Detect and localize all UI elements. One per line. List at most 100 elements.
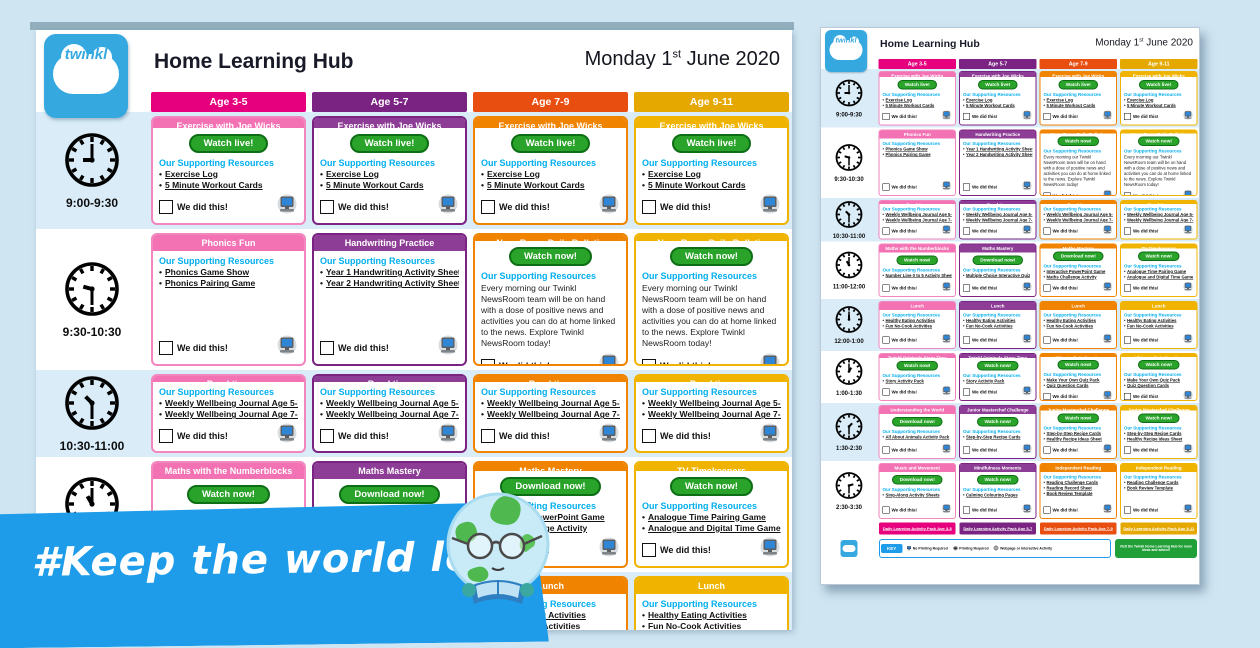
resource-link[interactable]: Exercise Log (885, 97, 912, 103)
resource-link[interactable]: Exercise Log (164, 168, 218, 179)
resource-link[interactable]: Interactive PowerPoint Game (1046, 268, 1106, 274)
we-did-this-checkbox[interactable] (963, 446, 970, 454)
watch-button[interactable]: Watch live! (897, 79, 938, 90)
resource-link[interactable]: Weekly Wellbeing Journal Age 7-11 (965, 217, 1033, 223)
we-did-this-checkbox[interactable] (963, 284, 970, 292)
we-did-this-checkbox[interactable] (1124, 284, 1131, 292)
watch-button[interactable]: Watch now! (896, 255, 938, 265)
resource-link[interactable]: Weekly Wellbeing Journal Age 7-11 (486, 409, 620, 420)
watch-button[interactable]: Watch now! (1138, 251, 1180, 261)
we-did-this-checkbox[interactable] (882, 112, 890, 120)
resource-link[interactable]: Fun No-Cook Activities (885, 323, 933, 329)
resource-link[interactable]: Weekly Wellbeing Journal Age 7-11 (1126, 217, 1194, 223)
resource-link[interactable]: Reading Challenge Cards (1126, 480, 1179, 485)
we-did-this-checkbox[interactable] (1043, 227, 1051, 235)
resource-link[interactable]: Analogue Time Pairing Game (1126, 268, 1186, 274)
resource-link[interactable]: Step-by-Step Recipe Cards (1046, 430, 1102, 436)
resource-link[interactable]: Weekly Wellbeing Journal Age 7-11 (164, 409, 298, 420)
resource-link[interactable]: Weekly Wellbeing Journal Age 5-7 (885, 212, 952, 217)
resource-link[interactable]: Exercise Log (1126, 97, 1154, 103)
resource-link[interactable]: Multiple Choice Interactive Quiz (965, 273, 1031, 278)
we-did-this-checkbox[interactable] (1043, 506, 1051, 514)
download-button[interactable]: Download now! (892, 475, 943, 485)
resource-link[interactable]: Weekly Wellbeing Journal Age 5-7 (164, 398, 298, 408)
download-button[interactable]: Download now! (892, 417, 943, 427)
we-did-this-checkbox[interactable] (882, 446, 890, 454)
resource-link[interactable]: Healthy Eating Activities (1046, 318, 1096, 323)
watch-button[interactable]: Watch live! (349, 133, 430, 153)
we-did-this-checkbox[interactable] (963, 506, 970, 514)
daily-pack-link[interactable]: Daily Learning Activity Pack Age 3-5 (879, 522, 956, 535)
resource-link[interactable]: Analogue Time Pairing Game (647, 511, 766, 522)
download-button[interactable]: Download now! (1053, 251, 1104, 261)
we-did-this-checkbox[interactable] (481, 358, 495, 364)
resource-link[interactable]: Healthy Recipe Ideas Sheet (1126, 436, 1183, 442)
resource-link[interactable]: Exercise Log (1046, 97, 1073, 103)
daily-pack-link[interactable]: Daily Learning Activity Pack Age 5-7 (959, 522, 1036, 535)
resource-link[interactable]: Fun No-Cook Activities (1046, 323, 1094, 329)
resource-link[interactable]: Weekly Wellbeing Journal Age 5-7 (965, 212, 1033, 217)
we-did-this-checkbox[interactable] (882, 336, 890, 344)
watch-button[interactable]: Watch live! (1138, 79, 1179, 90)
resource-link[interactable]: Healthy Recipe Ideas Sheet (1046, 436, 1102, 442)
resource-link[interactable]: Weekly Wellbeing Journal Age 7-11 (647, 409, 781, 420)
we-did-this-checkbox[interactable] (882, 506, 890, 514)
we-did-this-checkbox[interactable] (1124, 192, 1131, 195)
we-did-this-checkbox[interactable] (320, 428, 334, 443)
watch-button[interactable]: Watch now! (509, 247, 592, 266)
resource-link[interactable]: Step-by-Step Recipe Cards (1126, 430, 1182, 436)
we-did-this-checkbox[interactable] (963, 227, 970, 235)
resource-link[interactable]: 5 Minute Workout Cards (164, 179, 263, 190)
resource-link[interactable]: Year 1 Handwriting Activity Sheets (965, 146, 1033, 152)
resource-link[interactable]: Weekly Wellbeing Journal Age 5-7 (325, 398, 459, 408)
we-did-this-checkbox[interactable] (1043, 392, 1051, 400)
watch-button[interactable]: Watch now! (1138, 413, 1180, 423)
resource-link[interactable]: Quiz Question Cards (1046, 383, 1089, 389)
watch-button[interactable]: Watch live! (671, 133, 752, 153)
we-did-this-checkbox[interactable] (1043, 192, 1051, 195)
resource-link[interactable]: Weekly Wellbeing Journal Age 7-11 (1046, 217, 1113, 223)
resource-link[interactable]: Phonics Pairing Game (885, 152, 931, 158)
we-did-this-checkbox[interactable] (882, 284, 890, 292)
resource-link[interactable]: Story Activity Pack (965, 378, 1005, 384)
resource-link[interactable]: Exercise Log (965, 97, 993, 103)
we-did-this-checkbox[interactable] (642, 542, 656, 557)
we-did-this-checkbox[interactable] (963, 388, 970, 396)
we-did-this-checkbox[interactable] (159, 199, 173, 214)
resource-link[interactable]: Make Your Own Quiz Pack (1046, 377, 1100, 383)
watch-button[interactable]: Watch now! (1138, 136, 1180, 146)
watch-button[interactable]: Watch live! (1058, 79, 1099, 90)
we-did-this-checkbox[interactable] (481, 428, 495, 443)
we-did-this-checkbox[interactable] (1043, 112, 1051, 120)
resource-link[interactable]: Exercise Log (647, 168, 701, 179)
resource-link[interactable]: Step-by-Step Recipe Cards (965, 434, 1021, 440)
resource-link[interactable]: Phonics Game Show (885, 146, 928, 152)
download-button[interactable]: Download now! (500, 476, 601, 496)
resource-link[interactable]: Number Line 0 to 5 Activity Sheet (885, 273, 952, 278)
we-did-this-checkbox[interactable] (320, 199, 334, 214)
daily-pack-link[interactable]: Daily Learning Activity Pack Age 9-11 (1120, 522, 1197, 535)
resource-link[interactable]: 5 Minute Workout Cards (325, 179, 424, 190)
we-did-this-checkbox[interactable] (481, 199, 495, 214)
resource-link[interactable]: Fun No-Cook Activities (1126, 323, 1174, 329)
we-did-this-checkbox[interactable] (882, 183, 890, 191)
resource-link[interactable]: Calming Colouring Pages (965, 492, 1018, 498)
resource-link[interactable]: Weekly Wellbeing Journal Age 5-7 (1126, 212, 1194, 217)
watch-button[interactable]: Watch now! (187, 485, 270, 504)
resource-link[interactable]: Year 1 Handwriting Activity Sheets (325, 267, 459, 277)
we-did-this-checkbox[interactable] (1124, 506, 1131, 514)
watch-button[interactable]: Watch live! (510, 133, 591, 153)
watch-button[interactable]: Watch now! (977, 475, 1019, 485)
resource-link[interactable]: Weekly Wellbeing Journal Age 5-7 (1046, 212, 1113, 217)
watch-button[interactable]: Watch now! (1057, 413, 1099, 423)
resource-link[interactable]: Reading Challenge Cards (1046, 480, 1098, 485)
resource-link[interactable]: 5 Minute Workout Cards (885, 102, 935, 108)
resource-link[interactable]: 5 Minute Workout Cards (1046, 102, 1096, 108)
resource-link[interactable]: Weekly Wellbeing Journal Age 5-7 (486, 398, 620, 408)
watch-button[interactable]: Watch now! (1057, 360, 1099, 370)
watch-button[interactable]: Watch now! (977, 417, 1019, 427)
watch-button[interactable]: Watch now! (1138, 360, 1180, 370)
resource-link[interactable]: Book Review Template (1126, 485, 1173, 491)
daily-pack-link[interactable]: Daily Learning Activity Pack Age 7-9 (1040, 522, 1117, 535)
we-did-this-checkbox[interactable] (1124, 336, 1131, 344)
